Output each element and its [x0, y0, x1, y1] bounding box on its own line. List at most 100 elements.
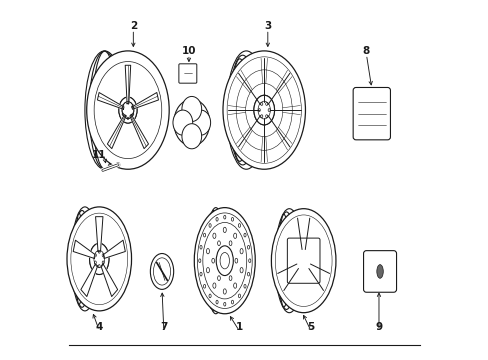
Ellipse shape [208, 294, 211, 298]
Ellipse shape [233, 233, 236, 238]
Ellipse shape [89, 243, 109, 274]
Ellipse shape [238, 224, 240, 227]
Ellipse shape [265, 115, 267, 118]
Ellipse shape [94, 254, 96, 257]
Ellipse shape [229, 241, 231, 246]
Ellipse shape [102, 254, 104, 257]
Ellipse shape [293, 244, 313, 277]
Ellipse shape [207, 211, 218, 311]
Ellipse shape [200, 272, 202, 276]
Ellipse shape [94, 261, 96, 264]
Text: 6: 6 [192, 136, 199, 146]
Ellipse shape [203, 284, 205, 288]
Ellipse shape [223, 51, 305, 169]
Ellipse shape [223, 227, 226, 233]
Ellipse shape [217, 276, 220, 280]
Polygon shape [107, 114, 126, 149]
Ellipse shape [89, 51, 120, 169]
Ellipse shape [216, 217, 218, 221]
Text: 3: 3 [264, 21, 271, 31]
Text: 4: 4 [95, 323, 103, 332]
Ellipse shape [376, 265, 383, 278]
Ellipse shape [98, 250, 100, 253]
Polygon shape [130, 114, 148, 149]
Ellipse shape [226, 51, 265, 169]
Ellipse shape [223, 302, 225, 306]
Ellipse shape [271, 209, 335, 313]
Ellipse shape [366, 108, 375, 120]
Ellipse shape [174, 99, 209, 146]
Ellipse shape [231, 217, 233, 221]
FancyBboxPatch shape [352, 87, 389, 140]
Ellipse shape [122, 105, 123, 107]
Ellipse shape [212, 283, 216, 288]
Ellipse shape [132, 113, 134, 116]
Ellipse shape [182, 124, 201, 149]
Ellipse shape [208, 224, 211, 227]
Ellipse shape [267, 109, 270, 112]
Ellipse shape [122, 113, 123, 116]
Polygon shape [132, 93, 158, 109]
Ellipse shape [229, 55, 256, 165]
Text: 10: 10 [182, 46, 196, 56]
Ellipse shape [231, 59, 247, 161]
Ellipse shape [253, 95, 274, 125]
Text: 8: 8 [362, 46, 369, 56]
Text: 7: 7 [160, 323, 167, 332]
FancyBboxPatch shape [287, 238, 319, 283]
Ellipse shape [212, 233, 216, 238]
FancyBboxPatch shape [179, 64, 196, 83]
Text: 11: 11 [92, 150, 106, 160]
Ellipse shape [205, 208, 225, 314]
Ellipse shape [203, 233, 205, 237]
Ellipse shape [231, 300, 233, 304]
Ellipse shape [86, 51, 169, 169]
Ellipse shape [260, 115, 262, 118]
Ellipse shape [229, 276, 231, 280]
Ellipse shape [247, 272, 249, 276]
FancyBboxPatch shape [363, 251, 396, 292]
Ellipse shape [74, 211, 90, 307]
Polygon shape [95, 217, 103, 251]
Ellipse shape [132, 105, 134, 107]
Ellipse shape [372, 260, 387, 283]
Polygon shape [81, 264, 97, 297]
Ellipse shape [253, 95, 274, 125]
Ellipse shape [244, 233, 245, 237]
Ellipse shape [363, 102, 380, 125]
Ellipse shape [258, 109, 260, 112]
Ellipse shape [127, 100, 128, 103]
Ellipse shape [127, 117, 128, 120]
Ellipse shape [173, 110, 192, 135]
Ellipse shape [75, 213, 83, 305]
Ellipse shape [233, 283, 236, 288]
Text: 1: 1 [235, 323, 242, 332]
Ellipse shape [244, 284, 245, 288]
Ellipse shape [85, 51, 124, 169]
Ellipse shape [277, 212, 295, 310]
Ellipse shape [278, 215, 288, 307]
Ellipse shape [186, 116, 197, 130]
Ellipse shape [190, 110, 210, 135]
Ellipse shape [71, 207, 98, 311]
Ellipse shape [217, 241, 220, 246]
Ellipse shape [240, 267, 243, 273]
Ellipse shape [216, 300, 218, 304]
Polygon shape [97, 93, 124, 109]
Ellipse shape [248, 259, 250, 262]
Ellipse shape [235, 258, 237, 263]
Ellipse shape [182, 96, 201, 122]
Ellipse shape [119, 97, 137, 123]
Ellipse shape [98, 265, 100, 268]
Text: 5: 5 [306, 323, 314, 332]
Text: 9: 9 [375, 323, 382, 332]
Ellipse shape [116, 163, 120, 167]
Polygon shape [101, 264, 118, 297]
Polygon shape [103, 240, 125, 258]
Ellipse shape [223, 289, 226, 294]
Ellipse shape [194, 208, 255, 314]
Ellipse shape [216, 246, 233, 275]
Ellipse shape [119, 97, 137, 123]
Ellipse shape [102, 261, 104, 264]
Ellipse shape [93, 51, 116, 169]
